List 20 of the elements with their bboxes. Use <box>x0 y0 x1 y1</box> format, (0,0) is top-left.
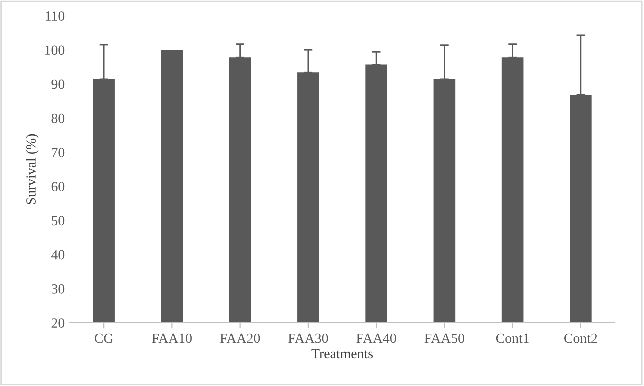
x-tick-label: FAA10 <box>152 334 192 344</box>
y-tick-label: 100 <box>46 46 65 56</box>
x-tick-label: FAA30 <box>288 334 328 344</box>
x-axis-title: Treatments <box>312 349 373 359</box>
x-tick-label: FAA40 <box>356 334 396 344</box>
x-tick-label: FAA20 <box>220 334 260 344</box>
y-tick-label: 80 <box>52 114 65 124</box>
y-tick-label: 90 <box>52 80 65 90</box>
x-tick-label: Cont2 <box>564 334 598 344</box>
y-tick-label: 70 <box>52 148 65 158</box>
y-tick-label: 60 <box>52 182 65 192</box>
y-tick-label: 50 <box>52 216 65 226</box>
y-tick-label: 20 <box>52 318 65 328</box>
y-axis-title: Survival (%) <box>26 134 39 204</box>
y-tick-label: 110 <box>46 12 65 21</box>
x-tick-label: FAA50 <box>424 334 464 344</box>
x-tick-label: Cont1 <box>496 334 529 344</box>
x-tick-label: CG <box>94 334 114 344</box>
y-tick-label: 30 <box>52 284 65 294</box>
y-tick-label: 40 <box>52 250 65 260</box>
